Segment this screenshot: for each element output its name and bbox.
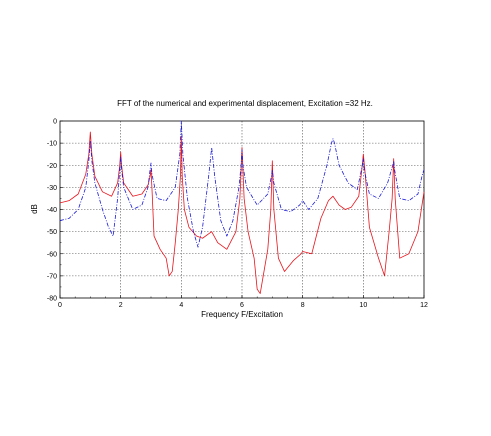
x-tick-label: 10 — [359, 302, 367, 309]
y-tick-label: -10 — [47, 141, 57, 148]
y-axis-label: dB — [30, 204, 39, 214]
y-tick-label: -20 — [47, 163, 57, 170]
x-tick-label: 2 — [119, 302, 123, 309]
x-tick-label: 8 — [301, 302, 305, 309]
y-tick-label: -40 — [47, 207, 57, 214]
x-axis-label: Frequency F/Excitation — [201, 310, 283, 319]
series-lines — [59, 120, 425, 294]
series-line-numerical — [59, 120, 425, 248]
y-tick-label: -30 — [47, 185, 57, 192]
series-line-experimental — [59, 131, 425, 294]
y-tick-label: -70 — [47, 273, 57, 280]
y-tick-label: -80 — [47, 296, 57, 303]
x-tick-label: 0 — [58, 302, 62, 309]
grid — [60, 121, 424, 298]
axis-ticks: 0 2 4 6 8 10 12 0 -10 -20 -30 -40 -50 -60 -70 -80 — [47, 119, 428, 310]
y-tick-label: -50 — [47, 229, 57, 236]
y-tick-label: -60 — [47, 251, 57, 258]
chart-title: FFT of the numerical and experimental di… — [117, 99, 373, 108]
x-tick-label: 12 — [420, 302, 428, 309]
x-tick-label: 6 — [240, 302, 244, 309]
y-tick-label: 0 — [53, 119, 57, 126]
x-tick-label: 4 — [179, 302, 183, 309]
